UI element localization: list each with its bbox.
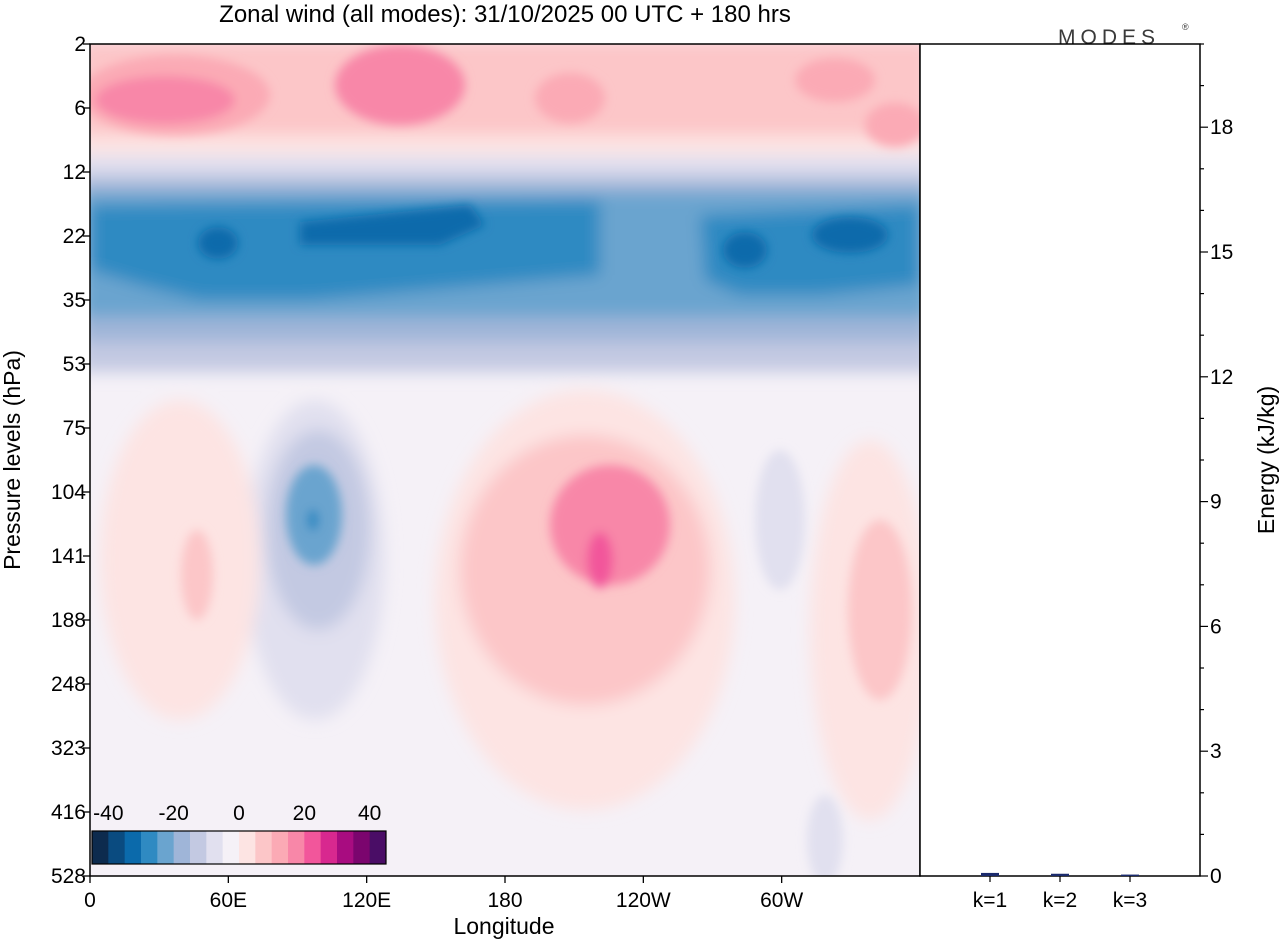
y-tick-label: 528 [51,865,86,888]
negative-patch-america [755,450,805,590]
colorbar-swatch [206,831,224,864]
colorbar-swatch [369,831,387,864]
upper-core-far-east [865,103,920,147]
easterly-core-atlantic [812,217,888,253]
energy-bar [981,872,999,876]
negative-patch-surface [807,795,843,876]
positive-cell-atlantic-mid [848,520,912,700]
colorbar-label: 40 [358,802,381,825]
energy-bars [981,872,1139,876]
x-tick-label: 120W [616,889,671,912]
energy-category-label: k=2 [1043,889,1077,912]
colorbar-swatch [320,831,338,864]
pressure-axis: 2 6 12 22 35 53 75 104 141 188 248 323 416 528 [51,33,90,888]
colorbar-label: 0 [233,802,245,825]
energy-tick-label: 3 [1210,740,1222,763]
field-detail-layer [90,45,920,876]
heatmap-panel: 2 6 12 22 35 53 75 104 141 188 248 323 416 528 0 60E 12… [0,33,921,939]
y-tick-label: 248 [51,673,86,696]
energy-tick-label: 18 [1210,116,1233,139]
y-axis-title: Pressure levels (hPa) [0,350,25,570]
easterly-core-india [198,227,238,259]
colorbar-swatch [353,831,371,864]
x-tick-label: 60W [760,889,803,912]
longitude-axis: 0 60E 120E 180 120W 60W [84,876,803,912]
colorbar-swatch [271,831,289,864]
upper-core-pacific [535,73,605,123]
colorbar-frame [91,830,387,865]
upper-positive-fade [90,135,920,157]
energy-category-label: k=3 [1113,889,1147,912]
colorbar-swatch [239,831,256,864]
colorbar-swatch [255,831,273,864]
x-tick-label: 0 [84,889,96,912]
colorbar-label: -20 [158,802,188,825]
y-tick-label: 22 [63,225,86,248]
stratosphere-transition [90,155,920,175]
colorbar-swatch [337,831,354,864]
colorbar-swatch [173,831,191,864]
colorbar-swatch [190,831,207,864]
colorbar-label: 20 [293,802,316,825]
colorbar-cells [92,831,387,864]
upper-core-west-inner [95,76,235,124]
y-tick-label: 141 [51,545,86,568]
colorbar-swatch [141,831,158,864]
energy-frame [919,43,1201,877]
colorbar-swatch [222,831,240,864]
colorbar-swatch [108,831,126,864]
energy-tick-label: 0 [1210,865,1222,888]
y-tick-label: 75 [63,417,86,440]
colorbar-swatch [124,831,142,864]
energy-tick-label: 9 [1210,491,1222,514]
colorbar-labels: -40 -20 0 20 40 [93,802,381,825]
colorbar-swatch [157,831,175,864]
y-tick-label: 188 [51,609,86,632]
y-tick-label: 6 [74,97,86,120]
energy-bar [1051,873,1069,876]
energy-axis: 0 3 6 9 12 15 18 [1200,43,1233,888]
positive-cell-pacific-core [587,532,613,588]
energy-tick-label: 15 [1210,241,1233,264]
energy-bar [1121,874,1139,876]
chart-title: Zonal wind (all modes): 31/10/2025 00 UT… [219,1,791,28]
energy-panel: 0 3 6 9 12 15 18 k=1 k=2 k=3 Energy (kJ/kg) [919,43,1279,912]
energy-categories: k=1 k=2 k=3 [973,876,1147,912]
positive-cell-pacific-inner [550,465,670,585]
colorbar-swatch [304,831,322,864]
upper-core-east [795,58,875,102]
y-tick-label: 416 [51,801,86,824]
negative-cell-asia-core [307,509,319,531]
positive-cell-africa-outer [100,400,260,720]
energy-category-label: k=1 [973,889,1007,912]
energy-tick-label: 6 [1210,615,1222,638]
upper-core-mid [335,45,465,125]
colorbar-label: -40 [93,802,123,825]
energy-axis-title: Energy (kJ/kg) [1253,386,1279,534]
easterly-core-america [723,232,767,268]
positive-cell-africa-mid [181,530,213,620]
y-tick-label: 104 [51,481,86,504]
y-tick-label: 35 [63,289,86,312]
y-tick-label: 323 [51,737,86,760]
easterly-core-asia [300,205,485,245]
y-tick-label: 53 [63,353,86,376]
y-tick-label: 2 [74,33,86,56]
energy-tick-label: 12 [1210,366,1233,389]
colorbar-swatch [288,831,305,864]
x-tick-label: 60E [210,889,247,912]
colorbar: -40 -20 0 20 40 [91,802,387,865]
zonal-wind-field [90,44,920,876]
x-tick-label: 120E [342,889,391,912]
y-tick-label: 12 [63,161,86,184]
colorbar-swatch [92,831,109,864]
logo-registered-mark: ® [1182,22,1189,32]
x-axis-title: Longitude [453,913,554,939]
x-tick-label: 180 [487,889,522,912]
